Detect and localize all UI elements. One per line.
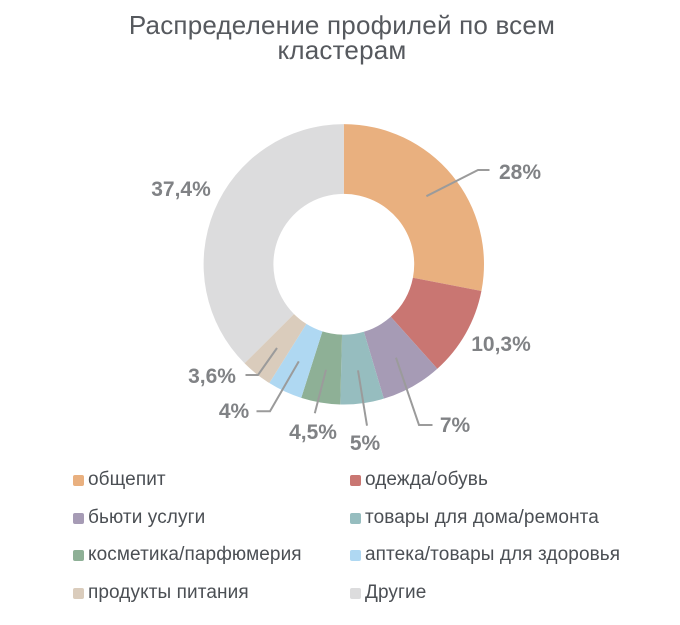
- pct-label-obshchepit: 28%: [498, 161, 542, 184]
- leader-line-obshchepit: [425, 169, 490, 198]
- legend-item-drugie: Другие: [350, 581, 426, 605]
- legend-label-obshchepit: общепит: [88, 469, 166, 490]
- legend-label-byuti: бьюти услуги: [88, 507, 206, 528]
- donut-slice-7: [203, 124, 344, 364]
- legend-item-byuti: бьюти услуги: [73, 506, 205, 530]
- legend-item-obshchepit: общепит: [73, 468, 166, 492]
- pct-label-produkty: 3,6%: [188, 365, 236, 388]
- pct-label-tovary-doma: 5%: [349, 432, 381, 455]
- legend-swatch-byuti: [73, 512, 84, 524]
- leader-line-byuti: [395, 357, 433, 426]
- pct-label-kosmetika: 4,5%: [289, 421, 337, 444]
- legend-swatch-kosmetika: [73, 549, 84, 561]
- legend-label-odezhda: одежда/обувь: [365, 469, 488, 490]
- leader-line-produkty: [245, 347, 278, 376]
- pct-label-byuti: 7%: [439, 414, 471, 437]
- legend-swatch-tovary-doma: [350, 512, 361, 524]
- legend-item-kosmetika: косметика/парфюмерия: [73, 543, 302, 567]
- leader-line-kosmetika: [313, 369, 327, 414]
- legend-label-produkty: продукты питания: [88, 582, 249, 603]
- donut-slice-0: [343, 124, 484, 292]
- donut-slice-1: [390, 277, 482, 369]
- donut-slice-2: [363, 316, 438, 399]
- legend-label-kosmetika: косметика/парфюмерия: [88, 544, 302, 565]
- legend-item-produkty: продукты питания: [73, 581, 249, 605]
- legend-swatch-produkty: [73, 587, 84, 599]
- donut-slices: [203, 124, 484, 405]
- legend-swatch-apteka: [350, 549, 361, 561]
- legend-swatch-odezhda: [350, 474, 361, 486]
- donut-slice-4: [301, 331, 343, 405]
- legend-swatch-drugie: [350, 587, 361, 599]
- legend-label-apteka: аптека/товары для здоровья: [365, 544, 621, 565]
- chart-title: Распределение профилей по всем кластерам: [0, 10, 680, 65]
- legend-label-tovary-doma: товары для дома/ремонта: [365, 507, 599, 528]
- donut-slice-3: [340, 331, 384, 405]
- legend-item-apteka: аптека/товары для здоровья: [350, 543, 620, 567]
- leader-lines: [245, 169, 490, 426]
- legend-swatch-obshchepit: [73, 474, 84, 486]
- pct-label-drugie: 37,4%: [151, 178, 211, 201]
- legend-item-tovary-doma: товары для дома/ремонта: [350, 506, 599, 530]
- leader-line-tovary-doma: [357, 370, 368, 426]
- pct-label-odezhda: 10,3%: [471, 333, 531, 356]
- chart-title-line-1: Распределение профилей по всем: [128, 10, 556, 40]
- legend-label-drugie: Другие: [365, 582, 427, 603]
- chart-title-line-2: кластерам: [277, 35, 407, 65]
- leader-line-apteka: [256, 360, 300, 413]
- donut-slice-5: [269, 323, 323, 398]
- pct-label-apteka: 4%: [218, 400, 250, 423]
- legend-item-odezhda: одежда/обувь: [350, 468, 488, 492]
